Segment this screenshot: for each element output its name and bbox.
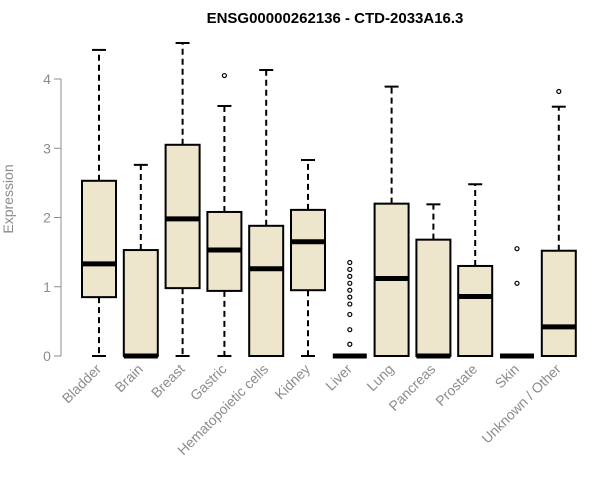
chart-title: ENSG00000262136 - CTD-2033A16.3 [207, 10, 464, 27]
outlier-point [514, 280, 520, 286]
y-tick-label: 1 [43, 279, 51, 295]
outlier-point [347, 327, 353, 333]
y-tick-label: 2 [43, 210, 51, 226]
y-tick-label: 0 [43, 348, 51, 364]
x-tick-label: Unknown / Other [478, 361, 564, 447]
outlier-point [347, 280, 353, 286]
y-ticks: 0 1 2 3 4 [43, 71, 61, 364]
box-bladder [81, 48, 117, 357]
box-prostate [457, 183, 494, 358]
outlier-point [221, 72, 227, 79]
box-kidney [290, 159, 326, 357]
y-axis-label: Expression [0, 164, 16, 233]
outlier-point [347, 301, 353, 307]
outlier-point [347, 273, 353, 279]
outlier-point [347, 287, 353, 293]
box-iqr [457, 264, 494, 358]
outlier-point [556, 88, 562, 95]
boxes [81, 41, 577, 359]
box-breast [164, 41, 201, 357]
x-tick-label: Brain [111, 361, 145, 395]
box-gastric [206, 72, 243, 357]
box-hematopoietic-cells [248, 68, 285, 357]
x-tick-label: Breast [148, 361, 188, 401]
outlier-point [347, 259, 353, 266]
box-pancreas [415, 203, 452, 359]
box-iqr [81, 179, 117, 299]
y-tick-label: 3 [43, 140, 51, 156]
box-iqr [248, 224, 285, 357]
box-brain [122, 163, 159, 359]
x-tick-label: Skin [492, 361, 523, 392]
box-skin [500, 246, 534, 359]
x-tick-label: Kidney [272, 361, 314, 403]
box-iqr [540, 249, 577, 358]
box-iqr [415, 238, 452, 357]
x-tick-label: Bladder [59, 361, 105, 407]
outlier-point [347, 341, 353, 347]
outlier-point [514, 246, 520, 252]
box-iqr [122, 249, 159, 357]
outlier-point [347, 294, 353, 300]
box-iqr [290, 208, 326, 292]
y-tick-label: 4 [43, 71, 51, 87]
x-tick-label: Prostate [432, 361, 480, 409]
x-tick-label: Lung [363, 361, 396, 394]
x-tick-label: Liver [322, 361, 355, 394]
box-lung [373, 85, 410, 357]
box-liver [332, 259, 367, 359]
box-unknown-other [540, 88, 577, 358]
outlier-point [347, 266, 353, 273]
outlier-point [347, 311, 353, 318]
